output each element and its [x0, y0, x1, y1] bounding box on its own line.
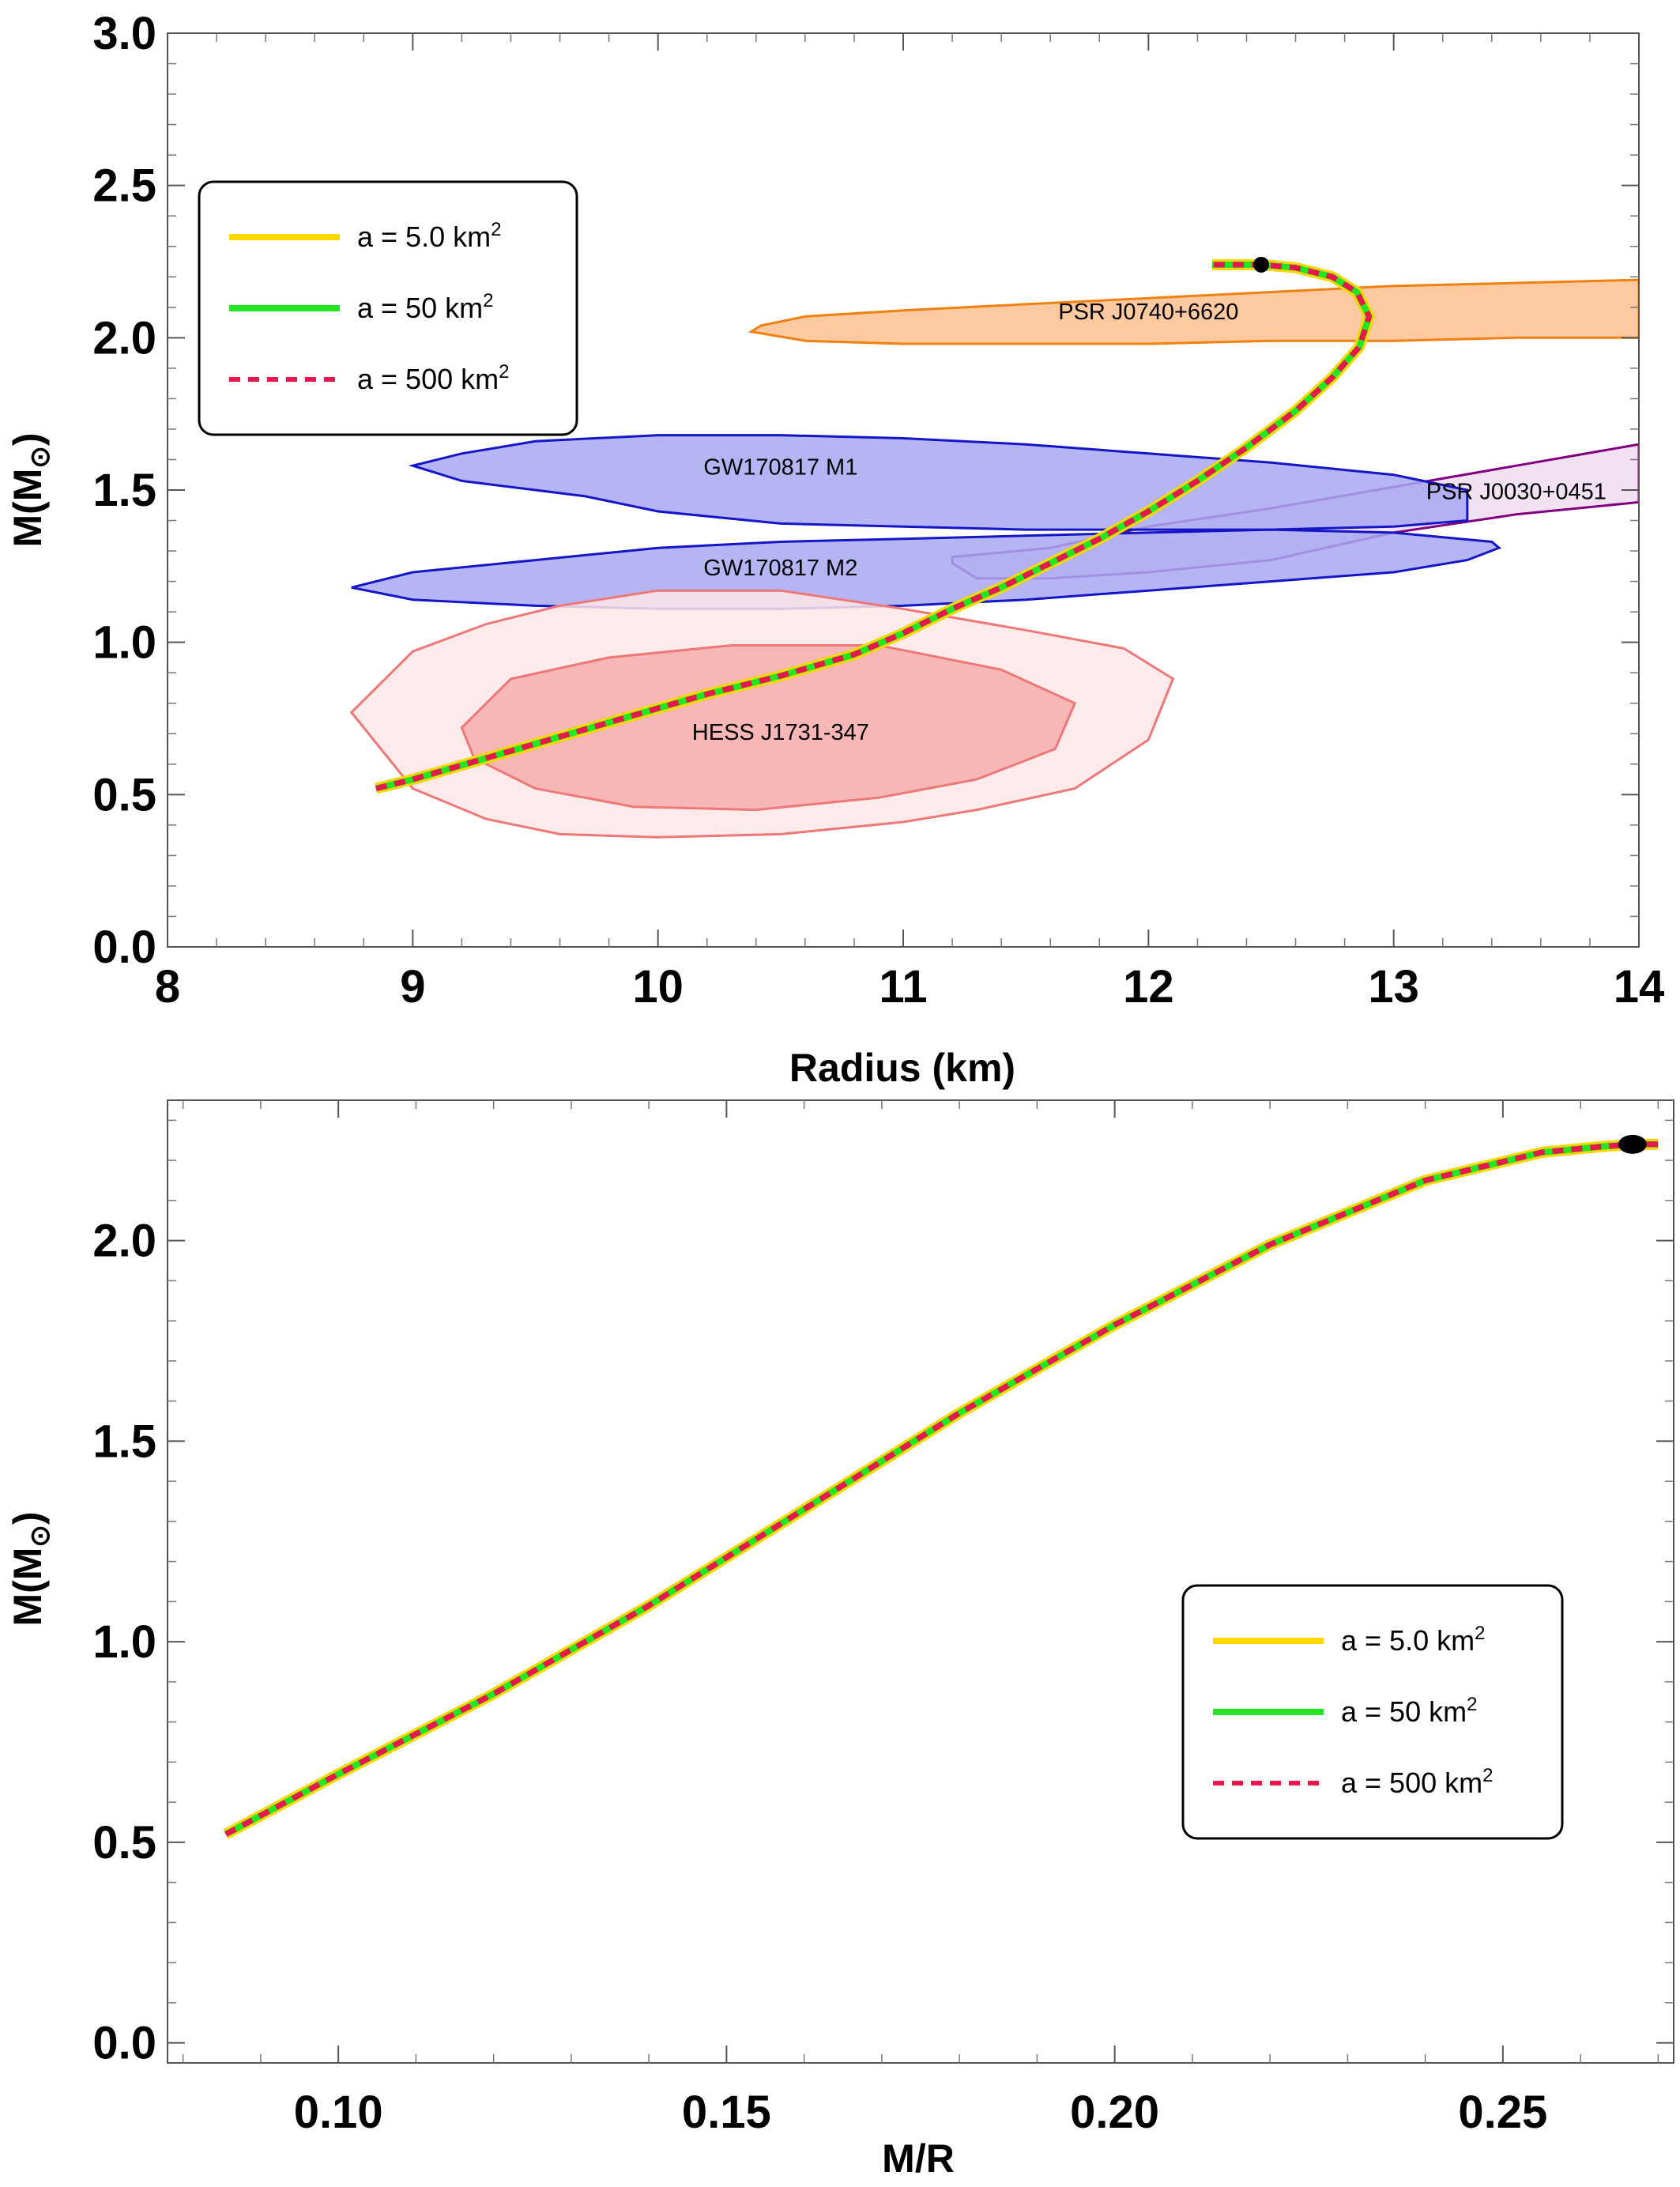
mass-radius-curves [375, 256, 1375, 794]
y-tick-label: 0.0 [92, 2018, 156, 2069]
region-label: PSR J0030+0451 [1426, 480, 1607, 505]
y-axis-title: M(M⊙) [6, 1511, 55, 1626]
tick-labels: 0.10 0.15 0.20 0.25 0.0 0.5 1.0 1.5 2.0 [92, 1216, 1547, 2138]
y-tick-label: 2.5 [92, 160, 156, 212]
x-tick-label: 0.10 [294, 2087, 383, 2138]
region-label: GW170817 M2 [703, 556, 857, 581]
x-tick-label: 8 [155, 961, 180, 1012]
x-tick-label: 0.20 [1070, 2087, 1159, 2138]
observational-regions: PSR J0740+6620 PSR J0030+0451 GW170817 M2 G… [349, 278, 1639, 839]
legend-label: a = 5.0 km2 [1341, 1623, 1485, 1657]
x-tick-label: 11 [879, 961, 927, 1012]
legend-label: a = 5.0 km2 [357, 219, 501, 253]
legend-label: a = 50 km2 [1341, 1694, 1477, 1728]
y-tick-label: 1.5 [92, 1416, 156, 1467]
mass-radius-panel: PSR J0740+6620 PSR J0030+0451 GW170817 M2 G… [6, 8, 1664, 1090]
y-tick-label: 1.5 [92, 465, 156, 516]
y-tick-label: 2.0 [92, 1216, 156, 1267]
y-tick-label: 2.0 [92, 312, 156, 364]
max-mass-point [1253, 256, 1270, 273]
region-contour [351, 528, 1502, 610]
x-tick-label: 10 [632, 961, 684, 1012]
y-tick-label: 0.5 [92, 769, 156, 820]
legend-label: a = 50 km2 [357, 290, 493, 324]
region-contour [460, 644, 1077, 812]
y-axis-title: M(M⊙) [6, 432, 55, 547]
y-tick-label: 3.0 [92, 8, 156, 59]
legend-box [198, 180, 578, 436]
region-label: GW170817 M1 [703, 455, 857, 481]
legend: a = 5.0 km2 a = 50 km2 a = 500 km2 [1181, 1584, 1564, 1840]
mass-compactness-panel: 0.10 0.15 0.20 0.25 0.0 0.5 1.0 1.5 2.0 a = 5.0 … [6, 1099, 1674, 2181]
x-tick-label: 13 [1368, 961, 1419, 1012]
tick-labels: 8 9 10 11 12 13 14 0.0 0.5 1.0 1.5 2.0 2.5 3.0 [92, 8, 1664, 1012]
x-axis-title: M/R [882, 2136, 955, 2181]
region-contour [748, 278, 1639, 345]
legend-label: a = 500 km2 [1341, 1765, 1493, 1799]
x-tick-label: 12 [1123, 961, 1174, 1012]
x-axis-title: Radius (km) [789, 1046, 1015, 1090]
y-tick-label: 1.0 [92, 1616, 156, 1668]
x-tick-label: 14 [1614, 961, 1665, 1012]
plot-frame [167, 1099, 1674, 2064]
curve-a-500 [224, 1141, 1659, 1837]
curve-a-500 [375, 262, 1373, 791]
y-tick-label: 0.0 [92, 922, 156, 973]
region-label: HESS J1731-347 [692, 720, 869, 745]
legend: a = 5.0 km2 a = 50 km2 a = 500 km2 [198, 180, 578, 436]
mass-compactness-curves [223, 1134, 1659, 1839]
x-tick-label: 0.15 [682, 2087, 771, 2138]
y-tick-label: 0.5 [92, 1817, 156, 1868]
axis-ticks [167, 32, 1640, 948]
y-tick-label: 1.0 [92, 617, 156, 669]
region-label: PSR J0740+6620 [1058, 300, 1238, 325]
max-mass-point [1618, 1134, 1647, 1154]
region-contour [408, 434, 1469, 531]
axis-ticks [168, 1100, 1674, 2063]
x-tick-label: 9 [400, 961, 425, 1012]
x-tick-label: 0.25 [1458, 2087, 1547, 2138]
legend-box [1181, 1584, 1564, 1840]
legend-label: a = 500 km2 [357, 361, 509, 395]
frame [167, 1099, 1674, 2064]
